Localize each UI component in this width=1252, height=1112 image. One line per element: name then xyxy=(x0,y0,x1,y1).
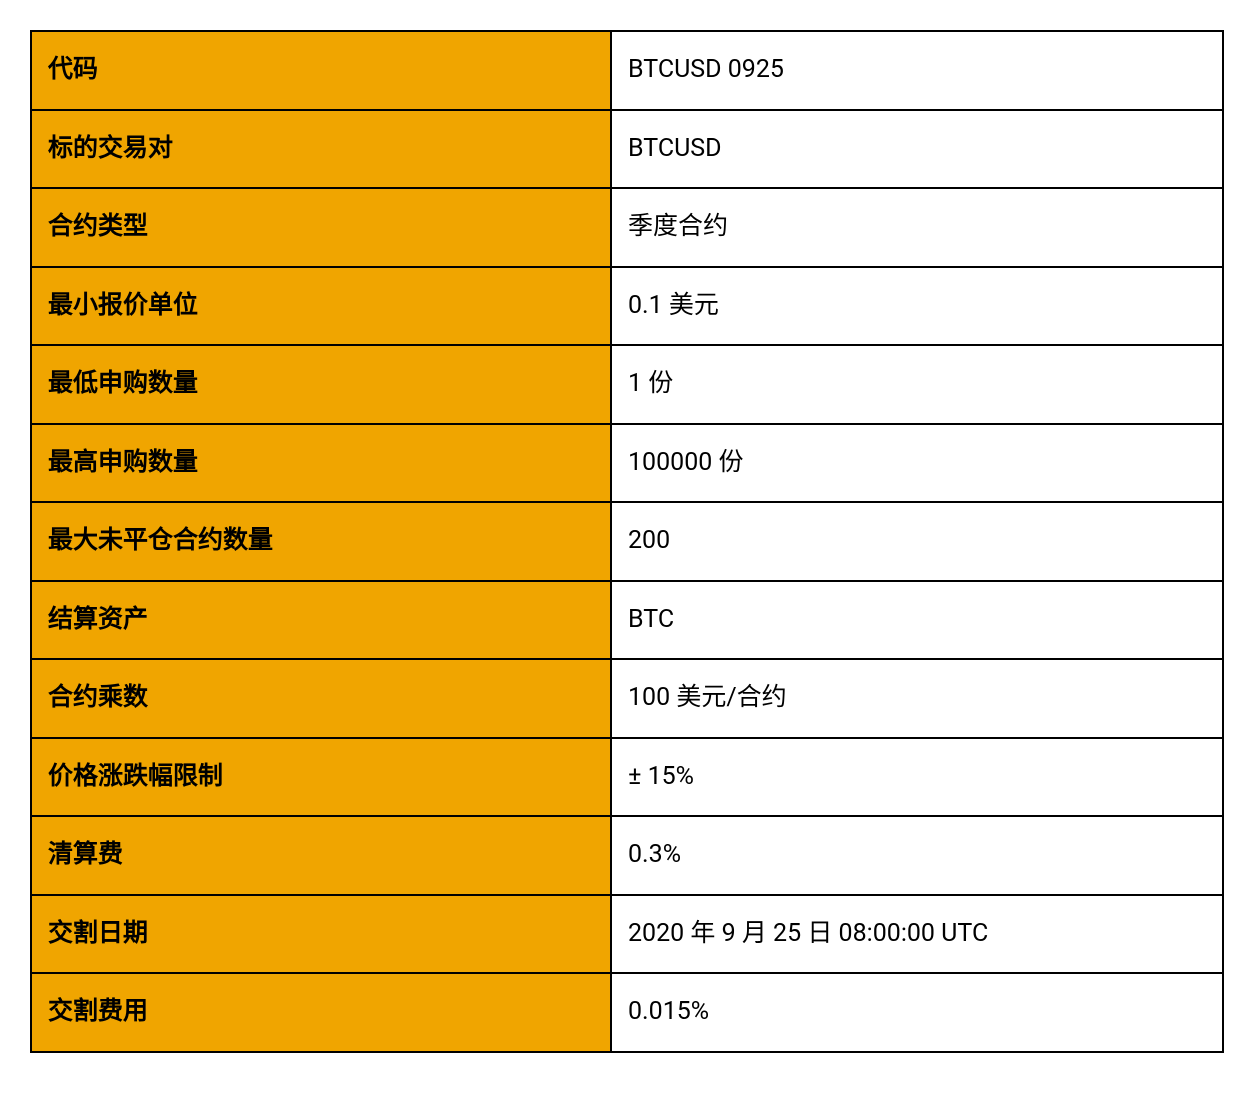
row-value: 100 美元/合约 xyxy=(611,659,1223,738)
row-label: 最高申购数量 xyxy=(31,424,611,503)
row-label: 结算资产 xyxy=(31,581,611,660)
row-label: 清算费 xyxy=(31,816,611,895)
row-value: 200 xyxy=(611,502,1223,581)
row-value: 季度合约 xyxy=(611,188,1223,267)
row-label: 最小报价单位 xyxy=(31,267,611,346)
table-row: 最大未平仓合约数量 200 xyxy=(31,502,1223,581)
row-value: ± 15% xyxy=(611,738,1223,817)
table-row: 结算资产 BTC xyxy=(31,581,1223,660)
contract-spec-table: 代码 BTCUSD 0925 标的交易对 BTCUSD 合约类型 季度合约 最小… xyxy=(30,30,1224,1053)
table-row: 最低申购数量 1 份 xyxy=(31,345,1223,424)
row-label: 合约乘数 xyxy=(31,659,611,738)
row-label: 最大未平仓合约数量 xyxy=(31,502,611,581)
row-value: 100000 份 xyxy=(611,424,1223,503)
row-value: BTC xyxy=(611,581,1223,660)
table-row: 代码 BTCUSD 0925 xyxy=(31,31,1223,110)
table-row: 交割日期 2020 年 9 月 25 日 08:00:00 UTC xyxy=(31,895,1223,974)
row-label: 最低申购数量 xyxy=(31,345,611,424)
table-row: 最高申购数量 100000 份 xyxy=(31,424,1223,503)
row-label: 交割日期 xyxy=(31,895,611,974)
row-label: 交割费用 xyxy=(31,973,611,1052)
table-row: 交割费用 0.015% xyxy=(31,973,1223,1052)
row-label: 标的交易对 xyxy=(31,110,611,189)
table-row: 最小报价单位 0.1 美元 xyxy=(31,267,1223,346)
row-value: 0.015% xyxy=(611,973,1223,1052)
row-value: BTCUSD xyxy=(611,110,1223,189)
row-value: 0.3% xyxy=(611,816,1223,895)
table-row: 价格涨跌幅限制 ± 15% xyxy=(31,738,1223,817)
row-label: 价格涨跌幅限制 xyxy=(31,738,611,817)
row-value: 2020 年 9 月 25 日 08:00:00 UTC xyxy=(611,895,1223,974)
row-value: 1 份 xyxy=(611,345,1223,424)
row-value: 0.1 美元 xyxy=(611,267,1223,346)
row-value: BTCUSD 0925 xyxy=(611,31,1223,110)
table-row: 合约乘数 100 美元/合约 xyxy=(31,659,1223,738)
table-row: 标的交易对 BTCUSD xyxy=(31,110,1223,189)
table-row: 合约类型 季度合约 xyxy=(31,188,1223,267)
table-body: 代码 BTCUSD 0925 标的交易对 BTCUSD 合约类型 季度合约 最小… xyxy=(31,31,1223,1052)
row-label: 代码 xyxy=(31,31,611,110)
table-row: 清算费 0.3% xyxy=(31,816,1223,895)
row-label: 合约类型 xyxy=(31,188,611,267)
